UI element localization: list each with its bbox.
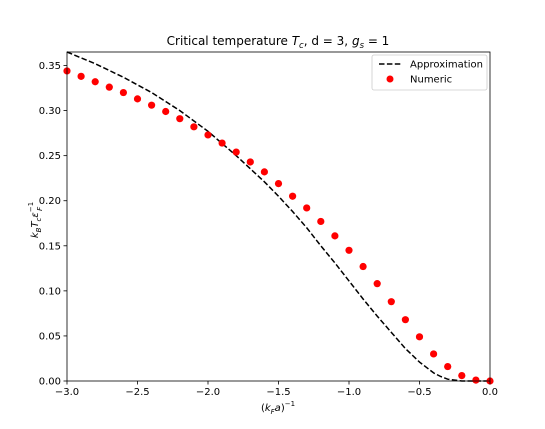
y-tick-label: 0.30 — [39, 106, 61, 117]
x-tick-label: −3.0 — [55, 387, 79, 398]
xlabel-a: a — [275, 403, 281, 414]
xlabel-close: ) — [281, 403, 285, 414]
y-tick-label: 0.10 — [39, 286, 61, 297]
ylabel-k: k — [30, 231, 41, 238]
ylabel-t-sub: c — [35, 217, 43, 221]
numeric-point — [317, 217, 325, 226]
xlabel-open: ( — [261, 403, 265, 414]
title-var-sub: c — [299, 41, 304, 51]
ylabel-t: T — [30, 221, 41, 228]
title-end: = 1 — [364, 34, 389, 48]
numeric-point — [176, 115, 184, 123]
xlabel-k: k — [265, 403, 272, 414]
x-tick-label: −2.0 — [196, 387, 220, 398]
numeric-point — [133, 95, 142, 103]
legend-box — [371, 54, 488, 91]
numeric-point — [472, 376, 480, 384]
numeric-point — [148, 101, 156, 109]
ylabel-k-sub: B — [35, 227, 43, 232]
ylabel-eps: ε — [30, 212, 41, 218]
numeric-point — [303, 204, 311, 212]
title-main: Critical temperature — [167, 34, 292, 48]
numeric-point — [444, 362, 452, 371]
numeric-point — [458, 371, 466, 380]
title-var: T — [292, 34, 301, 48]
numeric-point — [218, 139, 226, 147]
numeric-point — [246, 158, 254, 166]
legend-numeric-label: Numeric — [410, 75, 452, 86]
y-tick-label: 0.35 — [39, 61, 61, 72]
y-tick-label: 0.00 — [39, 377, 61, 388]
x-tick-label: −1.5 — [266, 387, 290, 398]
numeric-point — [345, 246, 353, 254]
numeric-point — [232, 148, 240, 156]
numeric-point — [289, 192, 297, 200]
y-tick-label: 0.05 — [39, 331, 61, 342]
numeric-series — [63, 67, 494, 385]
ylabel-eps-exp: −1 — [27, 202, 35, 212]
numeric-point — [387, 298, 395, 306]
x-axis-ticks: −3.0 −2.5 −2.0 −1.5 −1.0 −0.5 0.0 — [55, 381, 498, 398]
y-tick-label: 0.25 — [39, 151, 61, 162]
title-var2-sub: s — [360, 41, 365, 51]
ylabel-eps-sub: F — [36, 206, 44, 211]
x-tick-label: −1.0 — [337, 387, 361, 398]
numeric-point — [91, 78, 99, 86]
numeric-point — [430, 350, 438, 358]
y-axis-ticks: 0.00 0.05 0.10 0.15 0.20 0.25 0.30 0.35 — [39, 61, 67, 388]
x-axis-label: (kFa)−1 — [261, 400, 295, 416]
numeric-point — [190, 123, 198, 131]
y-tick-label: 0.15 — [39, 241, 61, 252]
xlabel-exp: −1 — [285, 400, 295, 408]
numeric-point — [274, 180, 283, 188]
numeric-point — [260, 168, 268, 176]
numeric-point — [373, 280, 381, 288]
numeric-point — [77, 72, 85, 80]
x-tick-label: −2.5 — [125, 387, 149, 398]
legend-approximation-label: Approximation — [410, 60, 483, 71]
numeric-point — [119, 88, 127, 97]
xlabel-k-sub: F — [271, 408, 276, 416]
chart-title: Critical temperature Tc, d = 3, gs = 1 — [167, 34, 390, 51]
legend: Approximation Numeric — [371, 54, 488, 91]
y-axis-label: kBTcε−1F — [27, 202, 44, 238]
legend-numeric-marker — [386, 75, 394, 83]
x-tick-label: 0.0 — [482, 387, 498, 398]
numeric-point — [105, 83, 113, 91]
numeric-point — [204, 131, 212, 139]
numeric-point — [162, 107, 170, 116]
numeric-point — [331, 232, 339, 240]
approximation-line — [66, 51, 490, 382]
plot-frame — [66, 51, 491, 382]
numeric-point — [415, 333, 424, 341]
numeric-point — [359, 262, 367, 271]
approximation-series — [66, 51, 490, 382]
title-var2: g — [352, 34, 360, 48]
y-tick-label: 0.20 — [39, 196, 61, 207]
title-mid: , d = 3, — [304, 34, 352, 48]
numeric-point — [401, 316, 409, 324]
x-tick-label: −0.5 — [407, 387, 431, 398]
